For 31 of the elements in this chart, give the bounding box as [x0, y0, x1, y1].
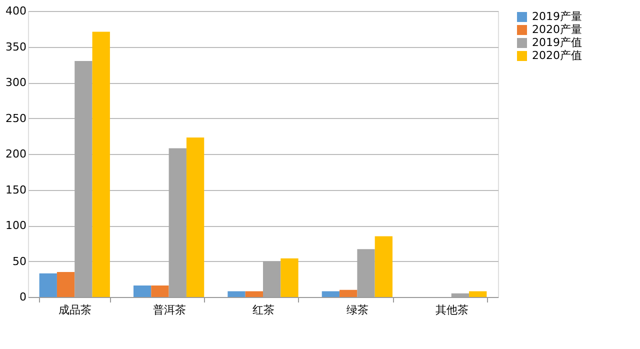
y-tick-label: 50 [12, 254, 26, 268]
legend-label: 2020产值 [532, 49, 582, 62]
y-tick-label: 300 [6, 76, 26, 89]
y-tick-label: 100 [6, 219, 26, 232]
bar [92, 32, 110, 297]
bar [39, 273, 57, 297]
x-tick-label: 红茶 [252, 304, 274, 316]
x-tick-label: 普洱茶 [152, 304, 186, 316]
y-tick-label: 350 [6, 40, 26, 54]
y-tick-label: 200 [6, 148, 26, 160]
bar [469, 291, 487, 297]
x-tick-label: 成品茶 [58, 304, 92, 316]
bar [151, 286, 169, 297]
y-tick-label: 150 [6, 183, 26, 196]
y-tick-label: 250 [6, 112, 26, 125]
bar [56, 272, 75, 297]
bar [322, 291, 340, 297]
bar [245, 291, 263, 297]
x-tick-label: 绿茶 [346, 304, 369, 316]
bar [374, 236, 393, 297]
bar [228, 291, 246, 297]
y-tick-label: 0 [20, 290, 26, 304]
legend-label: 2019产量 [532, 10, 582, 23]
bar [186, 138, 204, 297]
bar [280, 258, 298, 297]
y-tick-label: 400 [6, 4, 26, 18]
x-tick-label: 其他茶 [435, 304, 468, 316]
bar [133, 286, 152, 297]
legend-label: 2020产量 [532, 23, 582, 36]
legend-label: 2019产值 [532, 36, 582, 49]
bar [340, 290, 358, 297]
